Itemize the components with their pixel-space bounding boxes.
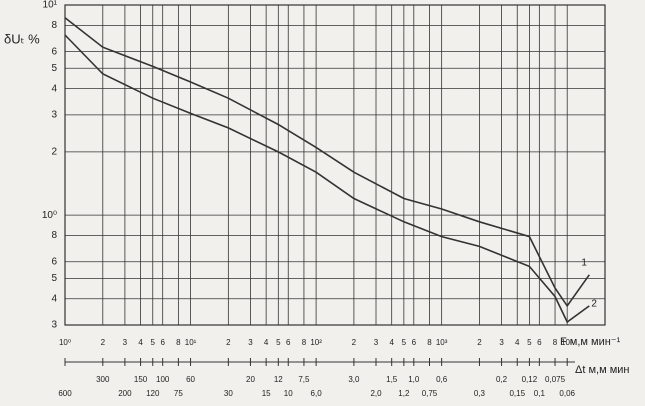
x-tick-label: 3 [499,338,504,347]
x-tick-label: 8 [553,338,558,347]
x-tick-label: 5 [276,338,281,347]
x-tick-label: 6 [412,338,417,347]
x-tick-label: 10⁰ [59,338,71,347]
y-tick-label: 3 [51,320,57,331]
curve [64,34,590,324]
x2-tick-label: 0,75 [422,389,438,398]
x-tick-label: 2 [101,338,106,347]
x2-tick-label: 1,2 [398,389,410,398]
x2-axis-label: Δt м,м мин [575,364,629,376]
x2-tick-label: 600 [58,389,72,398]
x2-tick-label: 0,6 [436,375,448,384]
x-tick-label: 2 [477,338,482,347]
x-tick-label: 8 [427,338,432,347]
x2-tick-label: 0,1 [534,389,546,398]
y-tick-label: 6 [51,46,57,57]
x-tick-label: 8 [302,338,307,347]
x2-tick-label: 30 [224,389,233,398]
x2-tick-label: 75 [174,389,183,398]
x-axis-label: F м,м мин⁻¹ [560,336,621,348]
x2-tick-label: 12 [274,375,283,384]
x-tick-label: 4 [138,338,143,347]
x-tick-label: 6 [286,338,291,347]
x2-tick-label: 120 [146,389,160,398]
y-tick-label: 8 [51,20,57,31]
y-tick-label: 3 [51,110,57,121]
x2-tick-label: 0,3 [474,389,486,398]
x-tick-label: 5 [151,338,156,347]
x2-tick-label: 7,5 [298,375,310,384]
y-tick-label: 10⁰ [42,210,57,221]
x2-tick-label: 0,15 [509,389,525,398]
x2-tick-label: 200 [118,389,132,398]
curve-label: 2 [591,299,597,310]
y-tick-label: 8 [51,230,57,241]
x2-tick-label: 150 [134,375,148,384]
x2-tick-label: 2,0 [370,389,382,398]
x-tick-label: 4 [515,338,520,347]
x-tick-label: 5 [402,338,407,347]
x-tick-label: 2 [226,338,231,347]
x-tick-label: 8 [176,338,181,347]
x-tick-label: 3 [123,338,128,347]
x-tick-label: 4 [264,338,269,347]
curve [64,17,590,308]
x2-tick-label: 20 [246,375,255,384]
x2-tick-label: 6,0 [311,389,323,398]
x-tick-label: 4 [389,338,394,347]
x-tick-label: 3 [248,338,253,347]
x2-tick-label: 1,5 [386,375,398,384]
y-tick-label: 4 [51,293,57,304]
x-tick-label: 3 [374,338,379,347]
x2-tick-label: 10 [284,389,293,398]
y-axis-label: δUₜ % [4,31,40,46]
x-tick-label: 2 [352,338,357,347]
x-tick-label: 10² [310,338,322,347]
y-tick-label: 5 [51,63,57,74]
y-tick-label: 2 [51,147,57,158]
x-tick-label: 10¹ [185,338,197,347]
y-tick-label: 4 [51,83,57,94]
x2-tick-label: 0,12 [522,375,538,384]
x2-tick-label: 3,0 [348,375,360,384]
plot-frame [64,4,606,326]
x-tick-label: 10⁴ [561,338,574,347]
x-tick-label: 10³ [436,338,448,347]
x2-tick-label: 1,0 [408,375,420,384]
curve-label: 1 [581,257,587,268]
x-tick-label: 6 [537,338,542,347]
x2-tick-label: 60 [186,375,195,384]
x2-tick-label: 100 [156,375,170,384]
x2-tick-label: 300 [96,375,110,384]
y-tick-label: 10¹ [43,0,58,11]
x2-tick-label: 15 [262,389,271,398]
x-tick-label: 6 [160,338,165,347]
y-tick-label: 6 [51,256,57,267]
y-tick-label: 5 [51,273,57,284]
x2-tick-label: 0,075 [545,375,566,384]
x2-tick-label: 0,06 [559,389,575,398]
x2-tick-label: 0,2 [496,375,508,384]
x-tick-label: 5 [527,338,532,347]
